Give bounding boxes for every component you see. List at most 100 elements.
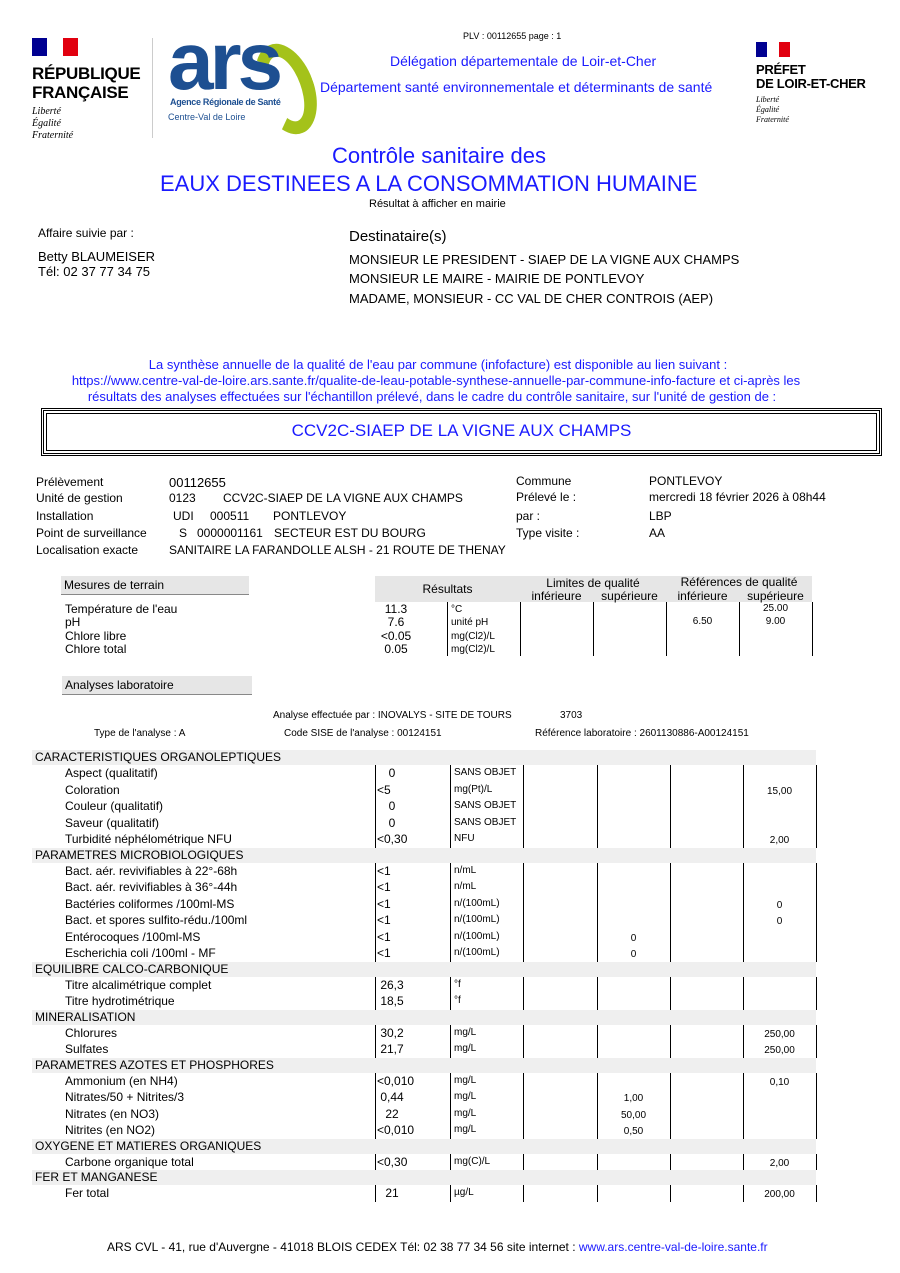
- column-divider: [523, 798, 524, 815]
- devise-line: Liberté: [32, 106, 61, 117]
- column-divider: [743, 1041, 744, 1058]
- column-divider: [523, 1105, 524, 1122]
- ref-sup: 2,00: [769, 1157, 790, 1169]
- column-divider: [375, 895, 376, 912]
- column-divider: [597, 1185, 598, 1202]
- param-name: Couleur (qualitatif): [65, 799, 164, 813]
- prelevement-label: Prélèvement: [36, 475, 104, 489]
- column-divider: [743, 895, 744, 912]
- column-divider: [739, 602, 740, 656]
- unit: SANS OBJET: [454, 816, 517, 828]
- footer-address: ARS CVL - 41, rue d'Auvergne - 41018 BLO…: [107, 1240, 579, 1254]
- installation-code: 000511: [210, 509, 250, 523]
- column-divider: [670, 862, 671, 879]
- column-divider: [375, 1024, 376, 1041]
- column-divider: [816, 895, 817, 912]
- header-ref-inf: inférieure: [677, 589, 728, 603]
- column-divider: [816, 1024, 817, 1041]
- result-value: 26,3: [380, 977, 404, 992]
- result-value: <1: [377, 946, 391, 960]
- republique-francaise-logo: RÉPUBLIQUE FRANÇAISE Liberté Égalité Frater…: [32, 38, 141, 142]
- section-header: FER ET MANGANESE: [32, 1170, 816, 1185]
- table-row: Turbidité néphélométrique NFU <0,30 NFU 2,0…: [32, 831, 817, 848]
- unit: SANS OBJET: [454, 800, 517, 811]
- column-divider: [670, 1072, 671, 1089]
- column-divider: [670, 912, 671, 929]
- column-divider: [450, 879, 451, 896]
- result-value: 22: [385, 1106, 399, 1121]
- table-row: Nitrites (en NO2) <0,010 mg/L 0,50: [32, 1122, 817, 1139]
- column-divider: [816, 879, 817, 896]
- unit: n/(100mL): [454, 947, 500, 958]
- param-name: Turbidité néphélométrique NFU: [65, 832, 232, 846]
- terrain-param-name: Chlore libre: [65, 628, 127, 643]
- recipient: MADAME, MONSIEUR - CC VAL DE CHER CONTRO…: [349, 291, 714, 306]
- column-divider: [450, 1024, 451, 1041]
- column-divider: [520, 602, 521, 656]
- column-divider: [375, 831, 376, 848]
- installation-type: UDI: [173, 509, 194, 523]
- column-divider: [743, 1105, 744, 1122]
- column-divider: [743, 1024, 744, 1041]
- param-name: Titre hydrotimétrique: [65, 994, 175, 1008]
- column-divider: [816, 765, 817, 782]
- terrain-title: Mesures de terrain: [61, 576, 249, 595]
- table-row: Bact. aér. revivifiables à 22°-68h <1 n/mL: [32, 862, 817, 879]
- column-divider: [670, 814, 671, 831]
- column-divider: [743, 798, 744, 815]
- table-row: Nitrates/50 + Nitrites/3 0,44 mg/L 1,00: [32, 1089, 817, 1106]
- column-divider: [375, 798, 376, 815]
- unit: mg/L: [454, 1107, 477, 1119]
- terrain-unit: unité pH: [451, 617, 489, 629]
- table-row: Bact. aér. revivifiables à 36°-44h <1 n/mL: [32, 879, 817, 896]
- footer-site-link[interactable]: www.ars.centre-val-de-loire.sante.fr: [578, 1240, 768, 1254]
- result-value: <1: [377, 913, 391, 927]
- column-divider: [450, 1105, 451, 1122]
- unit: n/(100mL): [454, 897, 500, 909]
- column-divider: [375, 945, 376, 962]
- ref-sup: 200,00: [764, 1189, 795, 1200]
- column-divider: [743, 1185, 744, 1202]
- column-divider: [450, 1072, 451, 1089]
- param-name: Titre alcalimétrique complet: [65, 977, 212, 992]
- column-divider: [375, 928, 376, 945]
- delegation: Délégation départementale de Loir-et-Che…: [390, 53, 657, 69]
- column-divider: [597, 1089, 598, 1106]
- column-divider: [597, 976, 598, 993]
- unit: n/mL: [454, 881, 477, 892]
- terrain-param-name: pH: [65, 615, 81, 630]
- column-divider: [597, 1041, 598, 1058]
- unite-name: CCV2C-SIAEP DE LA VIGNE AUX CHAMPS: [223, 491, 463, 505]
- column-divider: [597, 1105, 598, 1122]
- param-name: Bact. aér. revivifiables à 22°-68h: [65, 863, 238, 878]
- column-divider: [523, 1024, 524, 1041]
- terrain-param-name: Température de l'eau: [65, 602, 178, 616]
- column-divider: [597, 912, 598, 929]
- column-divider: [816, 928, 817, 945]
- result-value: 0: [388, 799, 396, 813]
- column-divider: [816, 1153, 817, 1170]
- param-name: Ammonium (en NH4): [65, 1073, 178, 1088]
- terrain-header: [375, 576, 812, 602]
- terrain-ref-inf: 6.50: [692, 616, 713, 628]
- column-divider: [375, 1153, 376, 1170]
- column-divider: [816, 798, 817, 815]
- section-header: PARAMETRES AZOTES ET PHOSPHORES: [32, 1057, 816, 1073]
- param-name: Escherichia coli /100ml - MF: [65, 946, 216, 960]
- contact-name: Betty BLAUMEISER: [38, 249, 156, 264]
- marianne-flag-icon: [32, 38, 78, 56]
- labo-reference: Référence laboratoire : 2601130886-A0012…: [535, 728, 749, 739]
- column-divider: [450, 945, 451, 962]
- title-line-1: Contrôle sanitaire des: [332, 143, 547, 168]
- terrain-ref-sup: 9.00: [765, 616, 786, 628]
- point-name: SECTEUR EST DU BOURG: [274, 526, 426, 540]
- synthese-link[interactable]: https://www.centre-val-de-loire.ars.sant…: [71, 373, 801, 388]
- column-divider: [523, 814, 524, 831]
- header-lim-inf: inférieure: [531, 589, 582, 603]
- terrain-value: 0.05: [384, 641, 408, 656]
- lim-sup: 50,00: [620, 1109, 647, 1121]
- table-row: Nitrates (en NO3) 22 mg/L 50,00: [32, 1105, 817, 1122]
- column-divider: [597, 1122, 598, 1139]
- terrain-unit: mg(Cl2)/L: [451, 643, 495, 655]
- column-divider: [816, 993, 817, 1010]
